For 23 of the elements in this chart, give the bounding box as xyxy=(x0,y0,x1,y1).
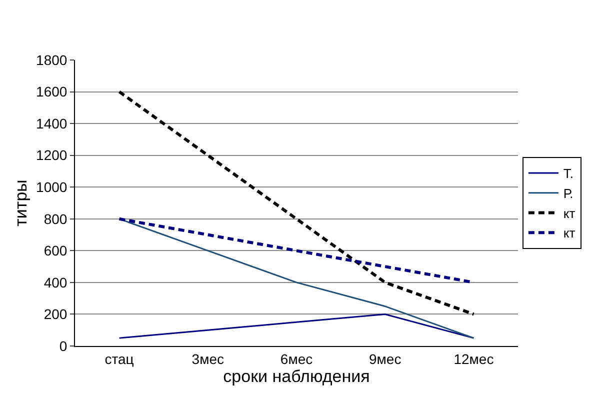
y-tick-label: 1000 xyxy=(36,179,68,196)
y-tick-label: 1800 xyxy=(36,52,68,68)
y-tick-label: 400 xyxy=(44,274,68,290)
x-axis-title: сроки наблюдения xyxy=(223,366,370,386)
x-tick-label: стац xyxy=(104,350,134,367)
line-series xyxy=(118,313,474,339)
y-tick-label: 0 xyxy=(59,338,68,354)
y-tick-label: 200 xyxy=(44,306,68,322)
legend-label: Р. xyxy=(563,186,574,201)
y-tick-label: 600 xyxy=(44,242,68,259)
x-tick-label: 3мес xyxy=(192,350,224,367)
x-tick-label: 12мес xyxy=(454,350,494,367)
y-tick-label: 1600 xyxy=(36,84,68,100)
y-tick-label: 1400 xyxy=(36,115,68,132)
line-series xyxy=(118,90,476,316)
x-tick-label: 6мес xyxy=(280,350,313,367)
x-tick-label: 9мес xyxy=(369,350,402,367)
legend-label: Т. xyxy=(563,166,574,182)
y-axis-title: титры xyxy=(12,180,31,226)
y-tick-label: 800 xyxy=(44,210,68,227)
legend-label: кт xyxy=(563,226,576,241)
y-tick-label: 1200 xyxy=(36,147,68,164)
legend-label: кт xyxy=(563,206,576,221)
